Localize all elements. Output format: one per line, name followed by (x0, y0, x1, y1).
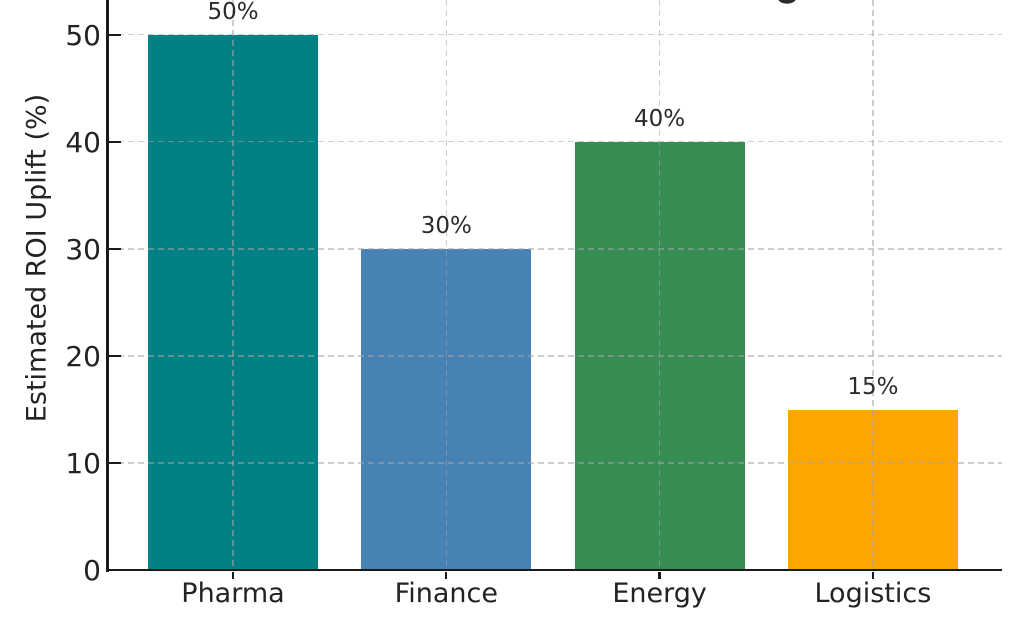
x-tick-label-finance: Finance (394, 578, 498, 609)
x-tick-label-pharma: Pharma (181, 578, 285, 609)
y-tick-mark-20 (108, 354, 121, 358)
x-tick-mark-pharma (231, 571, 235, 579)
h-gridline-20 (108, 355, 1002, 357)
y-tick-label-30: 30 (65, 232, 101, 266)
h-gridline-30 (108, 248, 1002, 250)
x-tick-mark-energy (658, 571, 661, 579)
bar-value-label-logistics: 15% (847, 373, 899, 400)
x-tick-label-logistics: Logistics (814, 578, 932, 609)
bar-value-label-pharma: 50% (207, 0, 259, 25)
v-gridline-finance (445, 0, 447, 570)
y-tick-label-20: 20 (65, 340, 101, 373)
y-tick-label-0: 0 (83, 554, 101, 588)
x-tick-label-energy: Energy (612, 578, 707, 609)
y-tick-label-50: 50 (65, 18, 101, 52)
x-axis-spine (106, 568, 1003, 572)
v-gridline-logistics (872, 0, 874, 570)
v-gridline-pharma (232, 0, 234, 570)
y-tick-label-10: 10 (65, 447, 101, 481)
y-tick-mark-10 (108, 461, 121, 465)
y-tick-mark-40 (108, 140, 121, 143)
y-axis-spine (106, 0, 109, 572)
v-gridline-energy (658, 0, 661, 570)
cropped-title-fragment (778, 0, 796, 4)
y-tick-mark-0 (108, 569, 121, 572)
x-tick-mark-logistics (871, 571, 875, 579)
bar-value-label-finance: 30% (420, 212, 472, 239)
y-tick-mark-30 (108, 247, 121, 251)
h-gridline-50 (108, 34, 1002, 36)
y-tick-mark-50 (108, 33, 121, 36)
h-gridline-40 (108, 141, 1002, 143)
bar-value-label-energy: 40% (634, 105, 686, 132)
h-gridline-10 (108, 462, 1002, 464)
y-tick-label-40: 40 (65, 125, 101, 159)
x-tick-mark-finance (445, 571, 448, 579)
